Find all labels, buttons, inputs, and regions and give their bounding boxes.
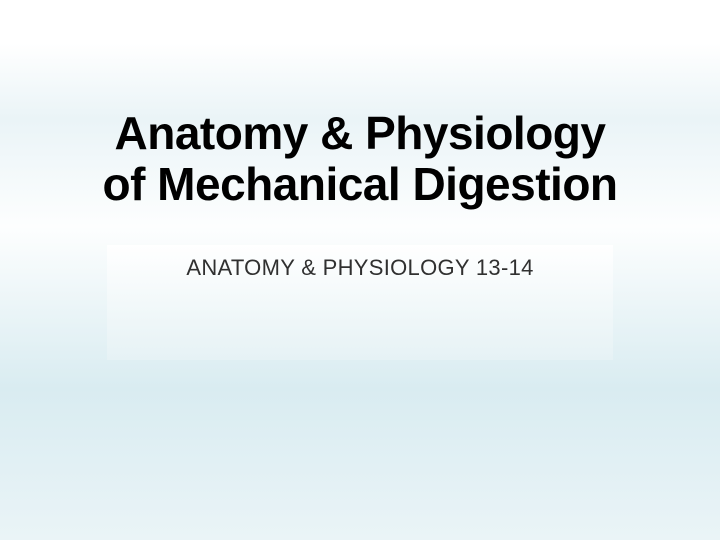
title-line-2: of Mechanical Digestion [0,159,720,210]
slide-subtitle: ANATOMY & PHYSIOLOGY 13-14 [107,255,613,281]
title-line-1: Anatomy & Physiology [0,108,720,159]
subtitle-container: ANATOMY & PHYSIOLOGY 13-14 [107,245,613,360]
presentation-slide: Anatomy & Physiology of Mechanical Diges… [0,0,720,540]
slide-title: Anatomy & Physiology of Mechanical Diges… [0,108,720,209]
